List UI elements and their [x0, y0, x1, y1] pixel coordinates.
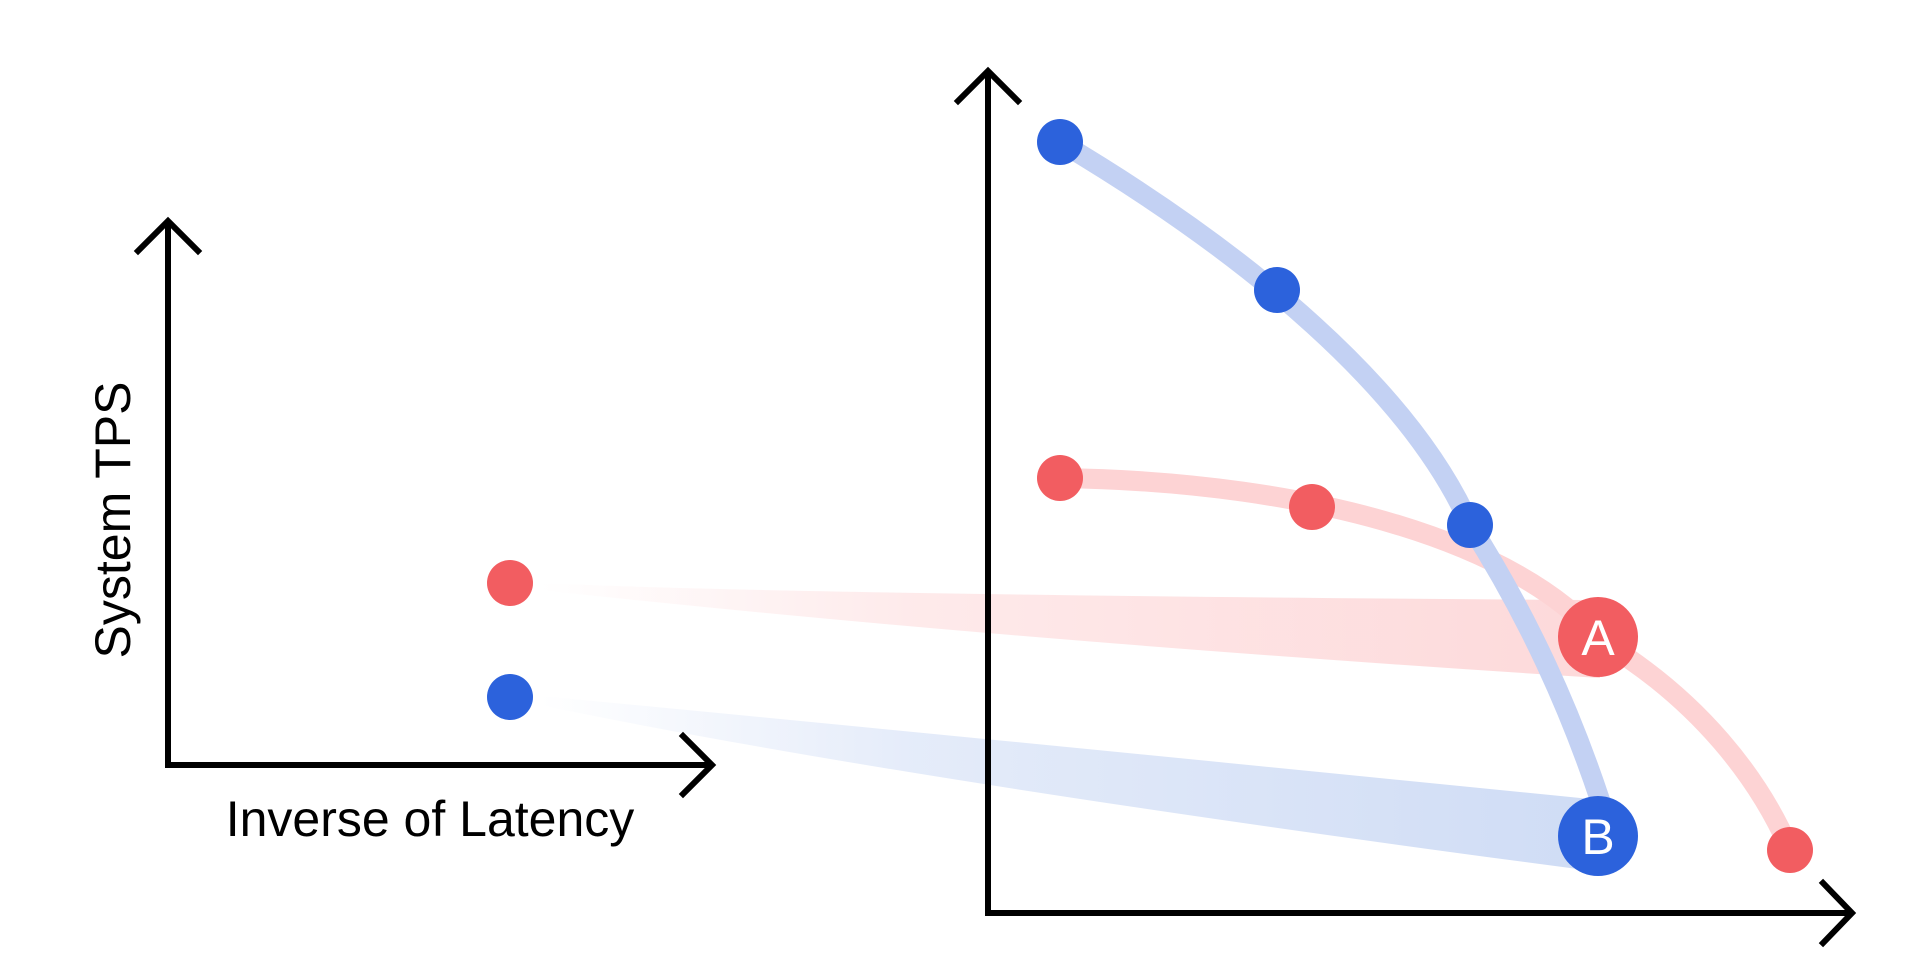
- blue-frontier-curve: [1050, 132, 1610, 846]
- blue-point-1: [1037, 119, 1083, 165]
- point-a: A: [1558, 597, 1638, 677]
- y-axis-label: System TPS: [85, 382, 141, 659]
- point-a-marker: [1558, 597, 1638, 677]
- red-point-2: [1289, 484, 1335, 530]
- small-chart-axes: [133, 216, 717, 799]
- red-point-4: [1767, 827, 1813, 873]
- blue-transition-band: [540, 696, 1600, 872]
- point-b: B: [1558, 796, 1638, 876]
- blue-point-2: [1254, 267, 1300, 313]
- point-b-marker: [1558, 796, 1638, 876]
- point-a-label: A: [1581, 610, 1615, 666]
- small-y-arrowhead: [133, 216, 203, 256]
- point-b-label: B: [1581, 809, 1614, 865]
- x-axis-label: Inverse of Latency: [226, 791, 635, 847]
- blue-point-small-chart: [487, 674, 533, 720]
- blue-point-3: [1447, 502, 1493, 548]
- red-transition-band: [540, 583, 1600, 678]
- small-x-arrowhead: [678, 731, 717, 799]
- large-x-arrowhead: [1818, 878, 1857, 948]
- red-point-small-chart: [487, 560, 533, 606]
- large-y-arrowhead: [953, 66, 1023, 106]
- red-point-1: [1037, 455, 1083, 501]
- large-chart-axes: [953, 66, 1857, 948]
